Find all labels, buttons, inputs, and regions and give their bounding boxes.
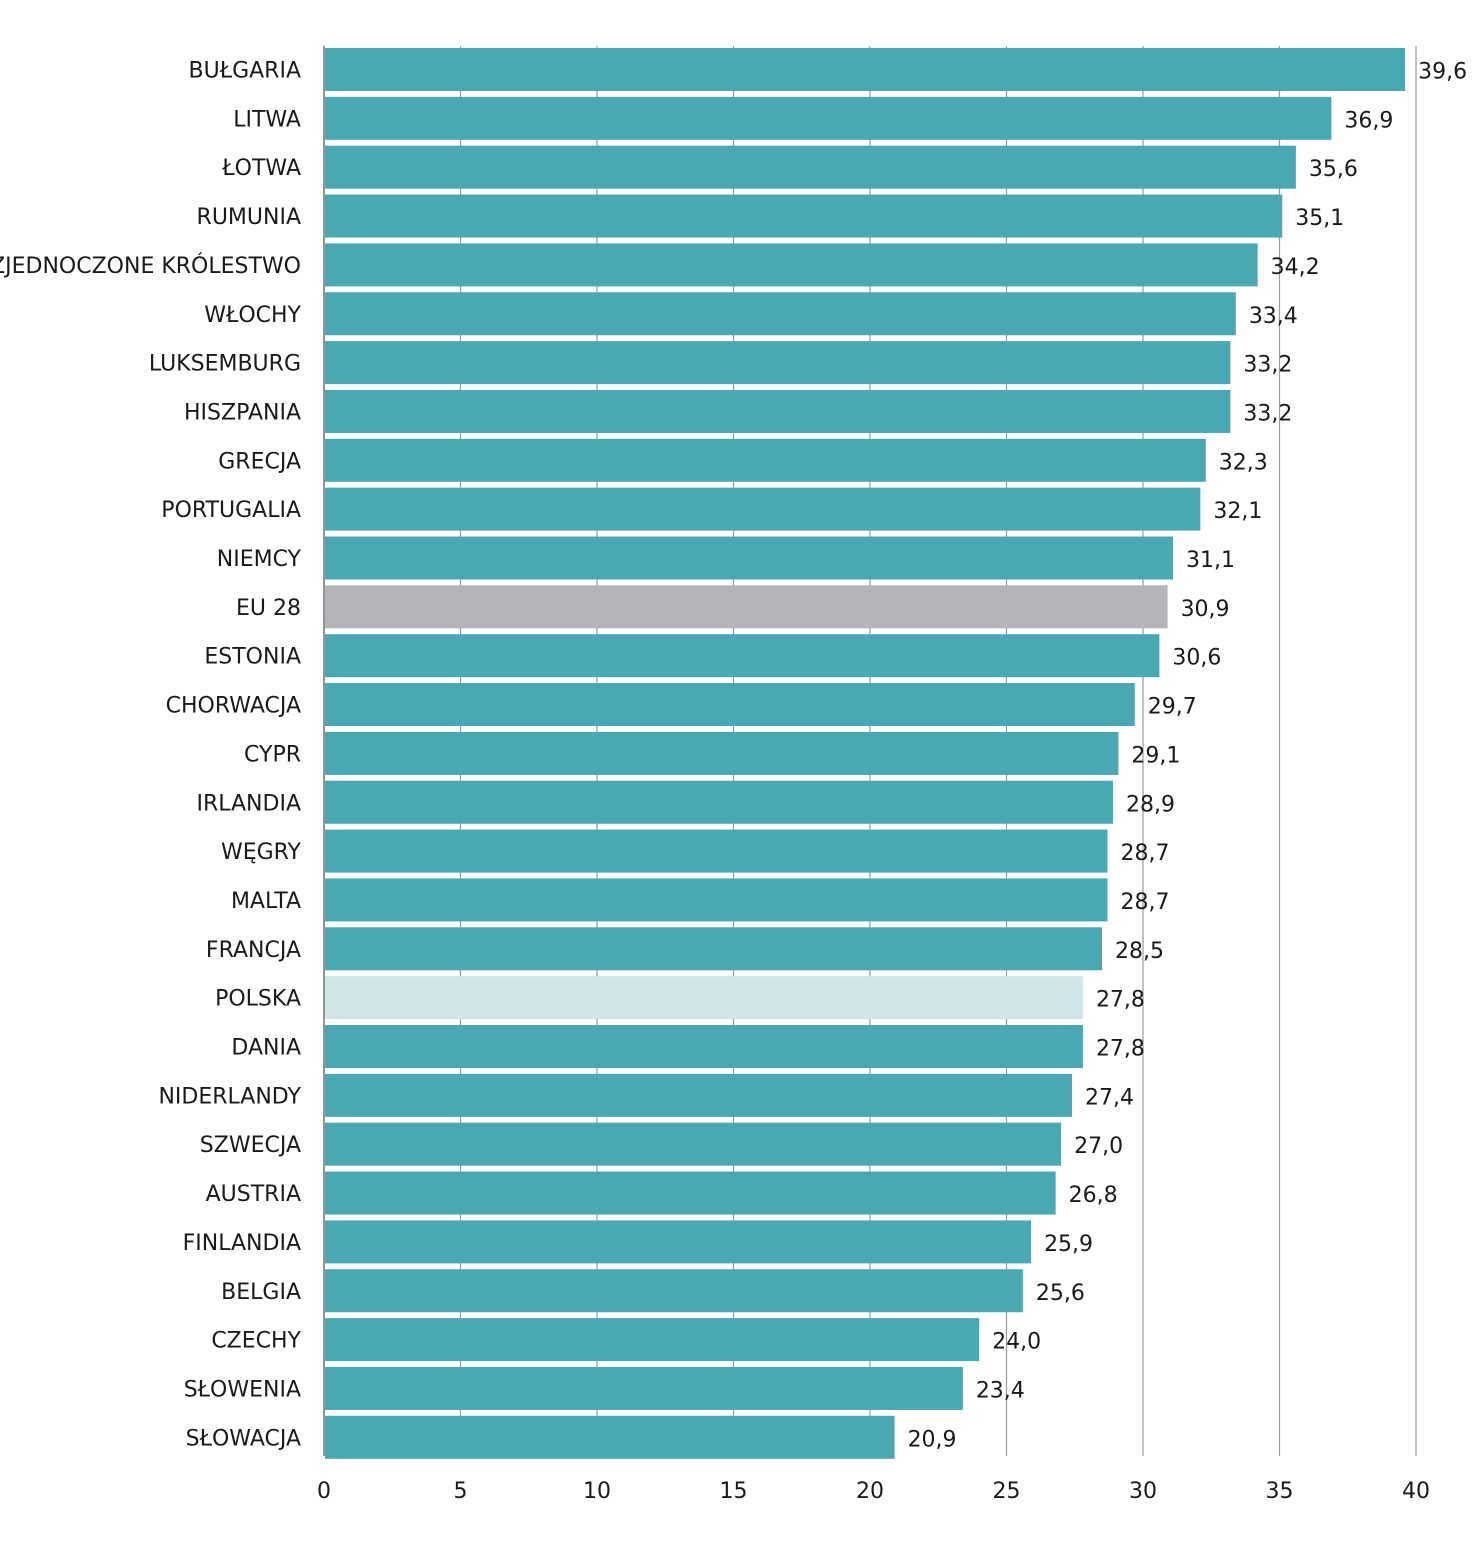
x-tick-label: 30 bbox=[1129, 1479, 1157, 1504]
category-label-malta: MALTA bbox=[231, 889, 301, 914]
value-label-cypr: 29,1 bbox=[1131, 743, 1180, 768]
category-label-niderlandy: NIDERLANDY bbox=[158, 1084, 301, 1109]
category-label-niemcy: NIEMCY bbox=[217, 547, 302, 572]
bar-dania bbox=[325, 1025, 1083, 1068]
category-label-finlandia: FINLANDIA bbox=[183, 1231, 301, 1256]
x-tick-label: 40 bbox=[1402, 1479, 1430, 1504]
value-label-irlandia: 28,9 bbox=[1126, 792, 1175, 817]
bar-lotwa bbox=[325, 145, 1296, 189]
bar-estonia bbox=[325, 634, 1160, 678]
value-label-francja: 28,5 bbox=[1115, 939, 1164, 964]
bar-litwa bbox=[325, 96, 1332, 140]
x-tick-label: 25 bbox=[993, 1479, 1021, 1504]
bar-eu-28 bbox=[325, 585, 1168, 629]
bar-chorwacja bbox=[325, 683, 1135, 727]
value-label-dania: 27,8 bbox=[1096, 1037, 1145, 1062]
bar-niemcy bbox=[325, 536, 1174, 580]
bar-finlandia bbox=[325, 1220, 1032, 1264]
value-label-estonia: 30,6 bbox=[1172, 646, 1221, 671]
category-label-irlandia: IRLANDIA bbox=[196, 791, 301, 816]
value-label-austria: 26,8 bbox=[1069, 1183, 1118, 1208]
value-label-rumunia: 35,1 bbox=[1295, 206, 1344, 231]
category-label-austria: AUSTRIA bbox=[206, 1182, 301, 1207]
value-label-wlochy: 33,4 bbox=[1249, 304, 1298, 329]
category-label-lotwa: ŁOTWA bbox=[221, 156, 301, 181]
category-label-luksemburg: LUKSEMBURG bbox=[149, 352, 301, 377]
value-label-niderlandy: 27,4 bbox=[1085, 1085, 1134, 1110]
bar-szwecja bbox=[325, 1122, 1062, 1166]
bar-zjednoczone-krolestwo bbox=[325, 243, 1258, 287]
bar-slowenia bbox=[325, 1366, 963, 1410]
category-label-francja: FRANCJA bbox=[206, 938, 301, 963]
category-label-slowacja: SŁOWACJA bbox=[186, 1426, 301, 1451]
bar-cypr bbox=[325, 731, 1119, 775]
bar-luksemburg bbox=[325, 341, 1231, 385]
bar-wegry bbox=[325, 829, 1108, 873]
value-label-slowacja: 20,9 bbox=[908, 1427, 957, 1452]
bar-austria bbox=[325, 1171, 1056, 1215]
x-tick-label: 10 bbox=[583, 1479, 611, 1504]
value-label-czechy: 24,0 bbox=[992, 1330, 1041, 1355]
value-label-niemcy: 31,1 bbox=[1186, 548, 1235, 573]
labels: 0 5 10 15 20 25 30 35 40 BUŁGARIA 39,6 LITWA 36,9 ŁOT… bbox=[0, 59, 1467, 1505]
bar-niderlandy bbox=[325, 1073, 1073, 1117]
bar-hiszpania bbox=[325, 389, 1231, 433]
bar-bulgaria bbox=[325, 48, 1406, 91]
category-label-wlochy: WŁOCHY bbox=[204, 303, 301, 328]
value-label-belgia: 25,6 bbox=[1036, 1281, 1085, 1306]
x-tick-label: 0 bbox=[317, 1479, 331, 1504]
value-label-zjednoczone-krolestwo: 34,2 bbox=[1271, 255, 1320, 280]
bar-grecja bbox=[325, 438, 1206, 482]
category-label-litwa: LITWA bbox=[233, 107, 301, 132]
bar-wlochy bbox=[325, 292, 1236, 336]
category-label-slowenia: SŁOWENIA bbox=[184, 1377, 301, 1402]
bar-rumunia bbox=[325, 194, 1283, 238]
value-label-litwa: 36,9 bbox=[1344, 108, 1393, 133]
bars bbox=[325, 48, 1406, 1459]
value-label-szwecja: 27,0 bbox=[1074, 1134, 1123, 1159]
bar-slowacja bbox=[325, 1415, 895, 1459]
value-label-bulgaria: 39,6 bbox=[1418, 60, 1467, 85]
category-label-belgia: BELGIA bbox=[221, 1280, 301, 1305]
value-label-eu-28: 30,9 bbox=[1181, 597, 1230, 622]
bar-irlandia bbox=[325, 780, 1113, 824]
value-label-finlandia: 25,9 bbox=[1044, 1232, 1093, 1257]
value-label-portugalia: 32,1 bbox=[1213, 499, 1262, 524]
x-tick-label: 5 bbox=[454, 1479, 468, 1504]
bar-belgia bbox=[325, 1269, 1023, 1313]
category-label-portugalia: PORTUGALIA bbox=[161, 498, 301, 523]
category-label-hiszpania: HISZPANIA bbox=[184, 400, 301, 425]
category-label-bulgaria: BUŁGARIA bbox=[189, 59, 301, 84]
x-tick-label: 20 bbox=[856, 1479, 884, 1504]
category-label-polska: POLSKA bbox=[215, 987, 301, 1012]
x-tick-label: 35 bbox=[1266, 1479, 1294, 1504]
bar-czechy bbox=[325, 1318, 980, 1362]
x-tick-label: 15 bbox=[720, 1479, 748, 1504]
category-label-cypr: CYPR bbox=[244, 742, 301, 767]
bar-portugalia bbox=[325, 487, 1201, 531]
value-label-hiszpania: 33,2 bbox=[1243, 401, 1292, 426]
value-label-grecja: 32,3 bbox=[1219, 450, 1268, 475]
value-label-slowenia: 23,4 bbox=[976, 1378, 1025, 1403]
bar-francja bbox=[325, 927, 1103, 971]
bar-malta bbox=[325, 878, 1108, 922]
category-label-wegry: WĘGRY bbox=[221, 840, 302, 865]
value-label-polska: 27,8 bbox=[1096, 988, 1145, 1013]
category-label-chorwacja: CHORWACJA bbox=[166, 694, 301, 719]
value-label-wegry: 28,7 bbox=[1121, 841, 1170, 866]
value-label-chorwacja: 29,7 bbox=[1148, 695, 1197, 720]
value-label-malta: 28,7 bbox=[1121, 890, 1170, 915]
value-label-lotwa: 35,6 bbox=[1309, 157, 1358, 182]
category-label-eu-28: EU 28 bbox=[236, 596, 301, 621]
category-label-grecja: GRECJA bbox=[218, 449, 301, 474]
category-label-zjednoczone-krolestwo: ZJEDNOCZONE KRÓLESTWO bbox=[0, 253, 301, 279]
category-label-szwecja: SZWECJA bbox=[200, 1133, 301, 1158]
value-label-luksemburg: 33,2 bbox=[1243, 353, 1292, 378]
category-label-czechy: CZECHY bbox=[211, 1329, 301, 1354]
bar-polska bbox=[325, 976, 1083, 1020]
category-label-estonia: ESTONIA bbox=[204, 645, 301, 670]
category-label-dania: DANIA bbox=[231, 1036, 301, 1061]
category-label-rumunia: RUMUNIA bbox=[197, 205, 301, 230]
